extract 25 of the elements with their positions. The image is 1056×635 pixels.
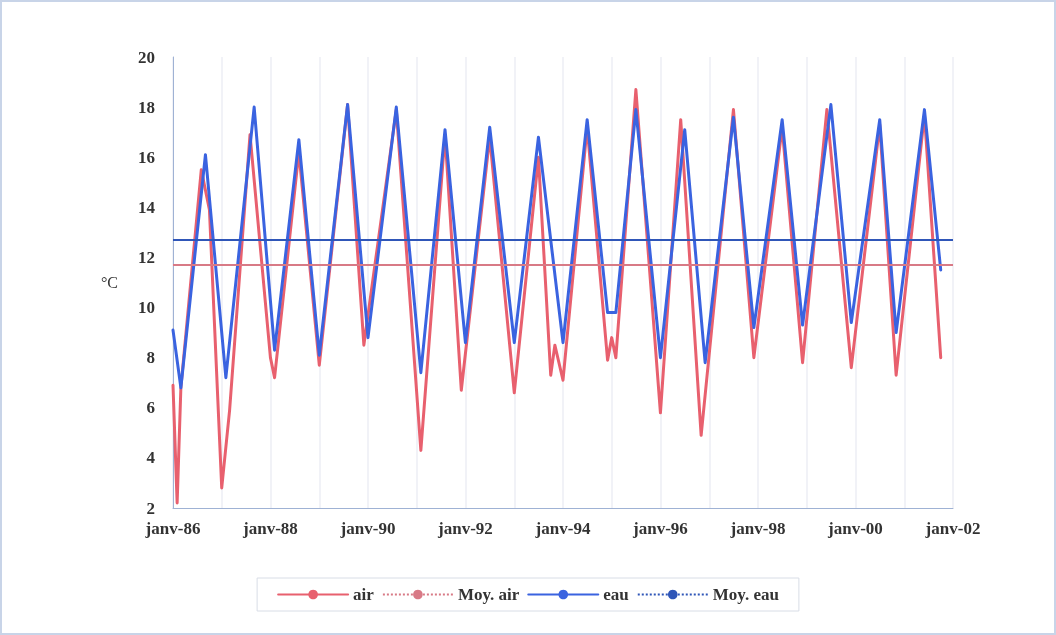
x-tick-label: janv-92 (437, 519, 493, 538)
y-tick-label: 2 (146, 498, 155, 518)
y-tick-label: 14 (138, 197, 156, 217)
x-tick-label: janv-94 (534, 519, 591, 538)
x-tick-label: janv-90 (339, 519, 396, 538)
y-tick-label: 18 (138, 97, 155, 117)
legend-label: Moy. air (457, 585, 520, 604)
legend-label: eau (603, 585, 629, 604)
legend-label: air (353, 585, 375, 604)
x-tick-label: janv-88 (242, 519, 298, 538)
y-tick-label: 6 (146, 398, 155, 418)
line-series (171, 103, 943, 390)
legend-label: Moy. eau (712, 585, 779, 604)
x-tick-label: janv-00 (827, 519, 883, 538)
x-tick-label: janv-96 (632, 519, 688, 538)
x-tick-label: janv-86 (144, 519, 201, 538)
x-tick-label: janv-02 (924, 519, 981, 538)
x-tick-label: janv-98 (729, 519, 786, 538)
y-tick-label: 10 (138, 298, 155, 318)
y-tick-label: 12 (138, 247, 155, 267)
y-axis-title: °C (100, 274, 118, 291)
y-tick-label: 4 (146, 448, 156, 468)
y-tick-label: 20 (138, 47, 155, 67)
y-tick-label: 8 (146, 348, 155, 368)
y-tick-label: 16 (138, 147, 155, 167)
